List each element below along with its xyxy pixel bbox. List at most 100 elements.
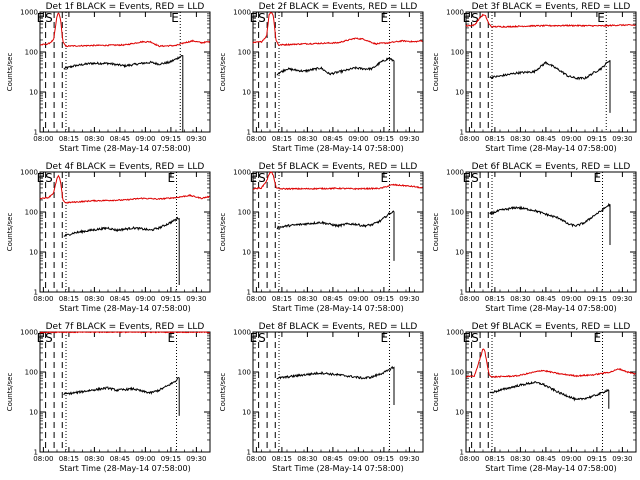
x-tick-label: 08:00 <box>246 295 266 303</box>
x-tick-label: 08:15 <box>485 295 505 303</box>
x-tick-label: 09:30 <box>399 455 419 463</box>
time-marker-label: S <box>258 11 266 25</box>
panel-title: Det 3f BLACK = Events, RED = LLD <box>472 2 631 12</box>
time-marker-label: E <box>250 11 258 25</box>
y-tick-label: 100 <box>238 369 251 377</box>
y-tick-label: 100 <box>238 49 251 57</box>
y-tick-label: 100 <box>238 209 251 217</box>
time-marker-label: S <box>258 171 266 185</box>
x-tick-label: 08:00 <box>33 135 53 143</box>
y-tick-label: 1 <box>247 129 251 137</box>
x-tick-label: 08:30 <box>297 135 317 143</box>
x-tick-label: 08:15 <box>485 455 505 463</box>
series-lld-line <box>465 13 636 29</box>
y-tick-label: 1 <box>34 289 38 297</box>
y-tick-label: 10 <box>29 409 38 417</box>
series-lld-line <box>39 12 211 48</box>
x-tick-label: 09:00 <box>348 455 368 463</box>
time-marker-label: E <box>37 171 45 185</box>
time-marker-label: E <box>168 331 176 345</box>
time-marker-label: E <box>37 11 45 25</box>
y-tick-label: 1000 <box>446 9 464 17</box>
panel-det-8: Det 8f BLACK = Events, RED = LLD 1 10 100 10… <box>219 322 424 473</box>
x-axis-label: Start Time (28-May-14 07:58:00) <box>59 144 190 153</box>
panel-det-2: Det 2f BLACK = Events, RED = LLD 1 10 100 10… <box>219 2 424 153</box>
x-tick-label: 08:00 <box>33 295 53 303</box>
series-events-line <box>489 60 611 113</box>
x-tick-label: 09:30 <box>186 295 206 303</box>
y-tick-label: 1000 <box>233 169 251 177</box>
panel-det-5: Det 5f BLACK = Events, RED = LLD 1 10 100 10… <box>219 162 424 313</box>
x-tick-label: 09:00 <box>561 135 581 143</box>
series-lld-line <box>39 174 210 204</box>
x-tick-label: 09:00 <box>348 135 368 143</box>
x-tick-label: 08:45 <box>323 295 343 303</box>
x-tick-label: 08:00 <box>459 295 479 303</box>
y-tick-label: 100 <box>451 209 464 217</box>
y-axis-label: Counts/sec <box>432 53 440 92</box>
series-events-line <box>276 210 395 261</box>
y-tick-label: 1000 <box>20 169 38 177</box>
time-marker-label: E <box>168 171 176 185</box>
y-axis-label: Counts/sec <box>432 213 440 252</box>
x-tick-label: 08:00 <box>246 455 266 463</box>
series-events-line <box>276 57 395 132</box>
time-marker-label: E <box>381 331 389 345</box>
x-tick-label: 08:30 <box>510 135 530 143</box>
panel-det-9: Det 9f BLACK = Events, RED = LLD 1 10 100 10… <box>432 322 637 473</box>
x-tick-label: 08:15 <box>59 295 79 303</box>
x-axis-label: Start Time (28-May-14 07:58:00) <box>272 304 403 313</box>
x-tick-label: 08:00 <box>459 455 479 463</box>
x-tick-label: 08:30 <box>297 295 317 303</box>
x-tick-label: 08:00 <box>246 135 266 143</box>
series-events-line <box>489 381 610 409</box>
x-tick-label: 09:15 <box>161 295 181 303</box>
y-tick-label: 10 <box>29 89 38 97</box>
y-tick-label: 1 <box>247 289 251 297</box>
plot-frame <box>252 331 424 453</box>
time-marker-label: S <box>45 171 53 185</box>
y-tick-label: 100 <box>25 369 38 377</box>
y-axis-label: Counts/sec <box>6 53 14 92</box>
time-marker-label: S <box>471 331 479 345</box>
y-tick-label: 10 <box>242 409 251 417</box>
time-marker-label: E <box>594 331 602 345</box>
x-tick-label: 08:30 <box>297 455 317 463</box>
time-marker-label: E <box>250 331 258 345</box>
x-tick-label: 09:00 <box>135 135 155 143</box>
x-tick-label: 09:15 <box>161 455 181 463</box>
x-axis-label: Start Time (28-May-14 07:58:00) <box>59 464 190 473</box>
y-tick-label: 1000 <box>20 329 38 337</box>
time-marker-label: S <box>471 171 479 185</box>
y-tick-label: 100 <box>25 49 38 57</box>
x-tick-label: 09:00 <box>135 295 155 303</box>
x-tick-label: 08:30 <box>84 295 104 303</box>
time-marker-label: E <box>463 11 471 25</box>
y-tick-label: 100 <box>451 49 464 57</box>
time-marker-label: E <box>171 11 179 25</box>
y-axis-label: Counts/sec <box>432 373 440 412</box>
series-events-line <box>276 365 395 405</box>
y-axis-label: Counts/sec <box>219 53 227 92</box>
y-axis-label: Counts/sec <box>219 213 227 252</box>
y-tick-label: 10 <box>455 89 464 97</box>
x-axis-label: Start Time (28-May-14 07:58:00) <box>272 464 403 473</box>
panel-title: Det 1f BLACK = Events, RED = LLD <box>46 2 205 12</box>
plot-frame <box>39 11 211 133</box>
y-tick-label: 10 <box>455 409 464 417</box>
x-tick-label: 09:15 <box>587 455 607 463</box>
series-events-line <box>489 202 611 245</box>
x-tick-label: 09:30 <box>399 295 419 303</box>
y-tick-label: 1000 <box>233 329 251 337</box>
panel-det-1: Det 1f BLACK = Events, RED = LLD 1 10 100 10… <box>6 2 211 153</box>
time-marker-label: S <box>258 331 266 345</box>
x-tick-label: 09:30 <box>612 135 632 143</box>
x-tick-label: 08:15 <box>272 135 292 143</box>
panel-title: Det 8f BLACK = Events, RED = LLD <box>259 322 418 332</box>
x-tick-label: 09:30 <box>612 295 632 303</box>
x-tick-label: 09:15 <box>161 135 181 143</box>
x-tick-label: 08:00 <box>459 135 479 143</box>
y-tick-label: 1 <box>34 129 38 137</box>
time-marker-label: E <box>381 171 389 185</box>
